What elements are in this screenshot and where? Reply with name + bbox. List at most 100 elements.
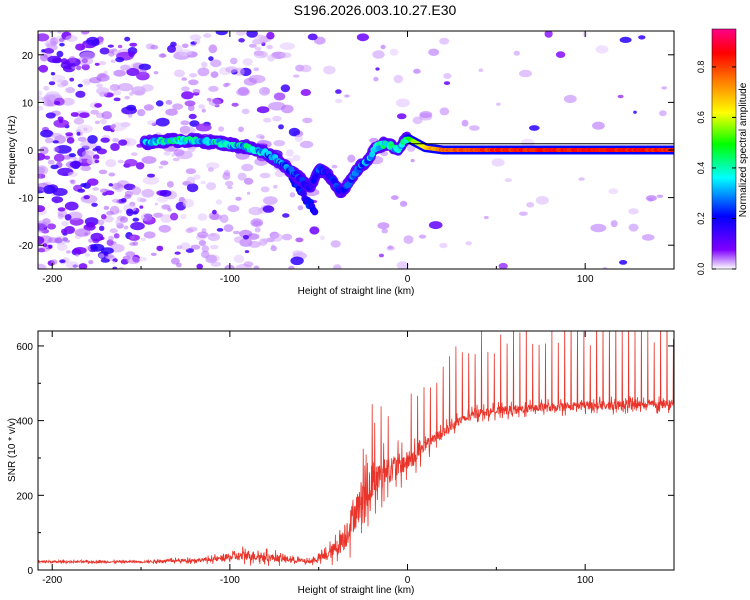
noise-blob bbox=[123, 225, 129, 230]
noise-blob bbox=[38, 90, 43, 96]
noise-blob bbox=[410, 158, 415, 163]
noise-blob bbox=[117, 83, 134, 92]
noise-blob bbox=[235, 31, 246, 36]
spectrogram-marks bbox=[38, 31, 674, 269]
noise-blob bbox=[76, 56, 94, 66]
noise-blob bbox=[146, 217, 155, 224]
noise-blob bbox=[65, 261, 79, 269]
noise-blob bbox=[90, 243, 105, 252]
noise-blob bbox=[519, 69, 532, 78]
noise-blob bbox=[79, 112, 90, 118]
noise-blob bbox=[608, 188, 619, 195]
noise-blob bbox=[117, 44, 123, 49]
noise-blob bbox=[439, 37, 450, 45]
noise-blob bbox=[38, 173, 45, 179]
noise-blob bbox=[638, 35, 646, 40]
noise-blob bbox=[273, 92, 286, 101]
noise-blob bbox=[535, 195, 549, 205]
noise-blob bbox=[69, 77, 75, 82]
noise-blob bbox=[73, 117, 85, 125]
noise-blob bbox=[197, 67, 210, 77]
noise-blob bbox=[253, 265, 260, 269]
noise-blob bbox=[126, 256, 141, 265]
noise-blob bbox=[76, 131, 81, 136]
noise-blob bbox=[141, 84, 154, 92]
noise-blob bbox=[43, 48, 55, 54]
noise-blob bbox=[208, 212, 220, 221]
noise-blob bbox=[254, 227, 261, 233]
noise-blob bbox=[112, 138, 120, 143]
noise-blob bbox=[156, 196, 168, 203]
noise-blob bbox=[57, 82, 66, 88]
noise-blob bbox=[399, 200, 408, 207]
spectrogram-x-tick-label: 0 bbox=[405, 274, 411, 285]
noise-blob bbox=[319, 235, 325, 240]
noise-blob bbox=[141, 188, 155, 198]
noise-blob bbox=[59, 42, 65, 47]
colorbar-tick-label: 0.6 bbox=[696, 111, 706, 124]
noise-blob bbox=[331, 164, 338, 169]
noise-blob bbox=[233, 254, 245, 263]
snr-y-tick-label: 200 bbox=[16, 491, 33, 502]
colorbar-ticks: 0.0 0.2 0.4 0.6 0.8 bbox=[696, 61, 736, 275]
noise-blob bbox=[139, 205, 144, 209]
noise-blob bbox=[159, 189, 172, 197]
noise-blob bbox=[57, 31, 62, 34]
noise-blob bbox=[302, 117, 313, 124]
noise-blob bbox=[263, 196, 278, 205]
noise-blob bbox=[419, 111, 433, 119]
noise-blob bbox=[80, 165, 92, 171]
noise-blob bbox=[81, 150, 95, 159]
snr-y-label: SNR (10 * v/v) bbox=[7, 418, 18, 482]
noise-blob bbox=[223, 224, 234, 233]
noise-blob bbox=[129, 91, 134, 96]
snr-x-tick-label: 100 bbox=[577, 575, 594, 586]
noise-blob bbox=[138, 63, 151, 71]
secondary-ridge-mark bbox=[311, 208, 319, 216]
noise-blob bbox=[70, 179, 76, 185]
noise-blob bbox=[125, 251, 136, 257]
noise-blob bbox=[40, 129, 54, 138]
noise-blob bbox=[380, 44, 386, 50]
noise-blob bbox=[165, 100, 173, 105]
noise-blob bbox=[160, 160, 169, 166]
noise-blob bbox=[39, 53, 49, 62]
noise-blob bbox=[504, 178, 512, 183]
spectrogram-x-ticks: -200 -100 0 100 bbox=[42, 31, 675, 285]
noise-blob bbox=[101, 111, 113, 120]
noise-blob bbox=[120, 216, 128, 223]
noise-blob bbox=[100, 137, 110, 143]
noise-blob bbox=[189, 73, 198, 78]
noise-blob bbox=[126, 208, 134, 214]
noise-blob bbox=[290, 256, 304, 266]
noise-blob bbox=[428, 48, 440, 56]
spectrogram-y-tick-label: 0 bbox=[27, 146, 33, 157]
noise-blob bbox=[48, 81, 56, 86]
noise-blob bbox=[233, 230, 240, 235]
noise-blob bbox=[496, 102, 501, 106]
noise-blob bbox=[282, 213, 290, 218]
noise-blob bbox=[67, 171, 78, 177]
noise-blob bbox=[44, 155, 51, 160]
noise-blob bbox=[231, 102, 239, 107]
noise-blob bbox=[180, 120, 190, 126]
noise-blob bbox=[610, 220, 618, 228]
noise-blob bbox=[165, 108, 178, 116]
noise-blob bbox=[129, 235, 135, 240]
noise-blob bbox=[292, 154, 301, 162]
noise-blob bbox=[208, 56, 214, 61]
noise-blob bbox=[266, 45, 273, 50]
noise-blob bbox=[195, 123, 212, 132]
noise-blob bbox=[100, 247, 114, 255]
noise-blob bbox=[206, 97, 212, 102]
noise-blob bbox=[243, 77, 257, 86]
noise-blob bbox=[155, 100, 164, 107]
noise-blob bbox=[180, 213, 187, 220]
noise-blob bbox=[106, 210, 114, 216]
noise-blob bbox=[628, 223, 639, 232]
snr-y-tick-label: 600 bbox=[16, 342, 33, 353]
noise-blob bbox=[216, 228, 224, 232]
noise-blob bbox=[130, 152, 138, 157]
noise-blob bbox=[113, 97, 121, 102]
